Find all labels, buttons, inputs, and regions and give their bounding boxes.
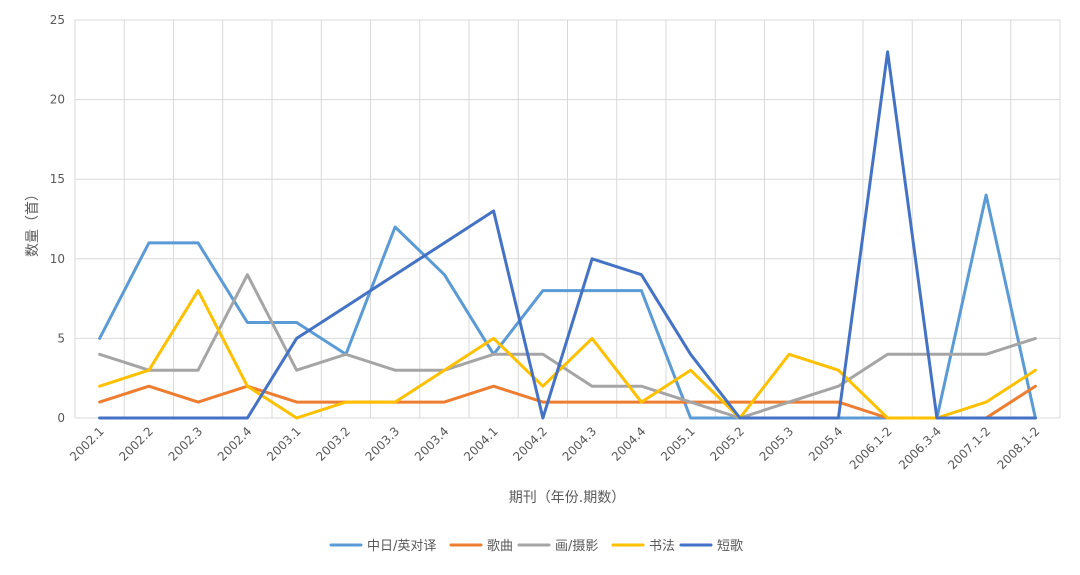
- y-tick-label: 20: [50, 93, 65, 107]
- x-tick-label: 2003.2: [313, 424, 353, 464]
- legend-label: 歌曲: [487, 539, 513, 554]
- x-tick-label: 2004.3: [560, 424, 600, 464]
- x-tick-label: 2006.1-2: [847, 424, 895, 472]
- series-line: [98, 289, 1037, 420]
- series-lines: [98, 50, 1037, 420]
- series-line: [98, 384, 1037, 420]
- x-axis: 2002.1 2002.2 2002.3 2002.4 2003.1 2003.2 2003…: [67, 424, 1042, 472]
- x-tick-label: 2005.4: [806, 424, 846, 464]
- legend-label: 中日/英对译: [367, 539, 436, 554]
- x-tick-label: 2004.4: [609, 424, 649, 464]
- y-axis: 0 5 10 15 20 25: [50, 13, 65, 425]
- series-line: [98, 193, 1037, 420]
- x-tick-label: 2007.1-2: [945, 424, 993, 472]
- y-tick-label: 25: [50, 13, 65, 27]
- x-tick-label: 2004.1: [461, 424, 501, 464]
- x-tick-label: 2003.1: [264, 424, 304, 464]
- y-tick-label: 10: [50, 252, 65, 266]
- series-line: [98, 50, 1037, 420]
- y-axis-title: 数量（首）: [25, 187, 41, 257]
- x-tick-label: 2005.1: [658, 424, 698, 464]
- x-tick-label: 2004.2: [510, 424, 550, 464]
- gridlines: [74, 19, 1061, 419]
- x-tick-label: 2005.3: [757, 424, 797, 464]
- x-tick-label: 2003.3: [363, 424, 403, 464]
- legend-label: 画/摄影: [555, 539, 598, 554]
- x-tick-label: 2002.2: [116, 424, 156, 464]
- legend-label: 书法: [649, 539, 675, 554]
- x-tick-label: 2002.4: [215, 424, 255, 464]
- x-tick-label: 2002.1: [67, 424, 107, 464]
- y-tick-label: 15: [50, 172, 65, 186]
- x-tick-label: 2005.2: [707, 424, 747, 464]
- x-axis-title: 期刊（年份.期数）: [509, 490, 625, 506]
- x-tick-label: 2006.3-4: [896, 424, 944, 472]
- legend-label: 短歌: [717, 539, 743, 554]
- series-line: [98, 273, 1037, 420]
- x-tick-label: 2003.4: [412, 424, 452, 464]
- y-tick-label: 5: [57, 331, 65, 345]
- legend: 中日/英对译 歌曲 画/摄影 书法 短歌: [329, 539, 743, 554]
- x-tick-label: 2002.3: [166, 424, 206, 464]
- x-tick-label: 2008.1-2: [994, 424, 1042, 472]
- y-tick-label: 0: [57, 411, 65, 425]
